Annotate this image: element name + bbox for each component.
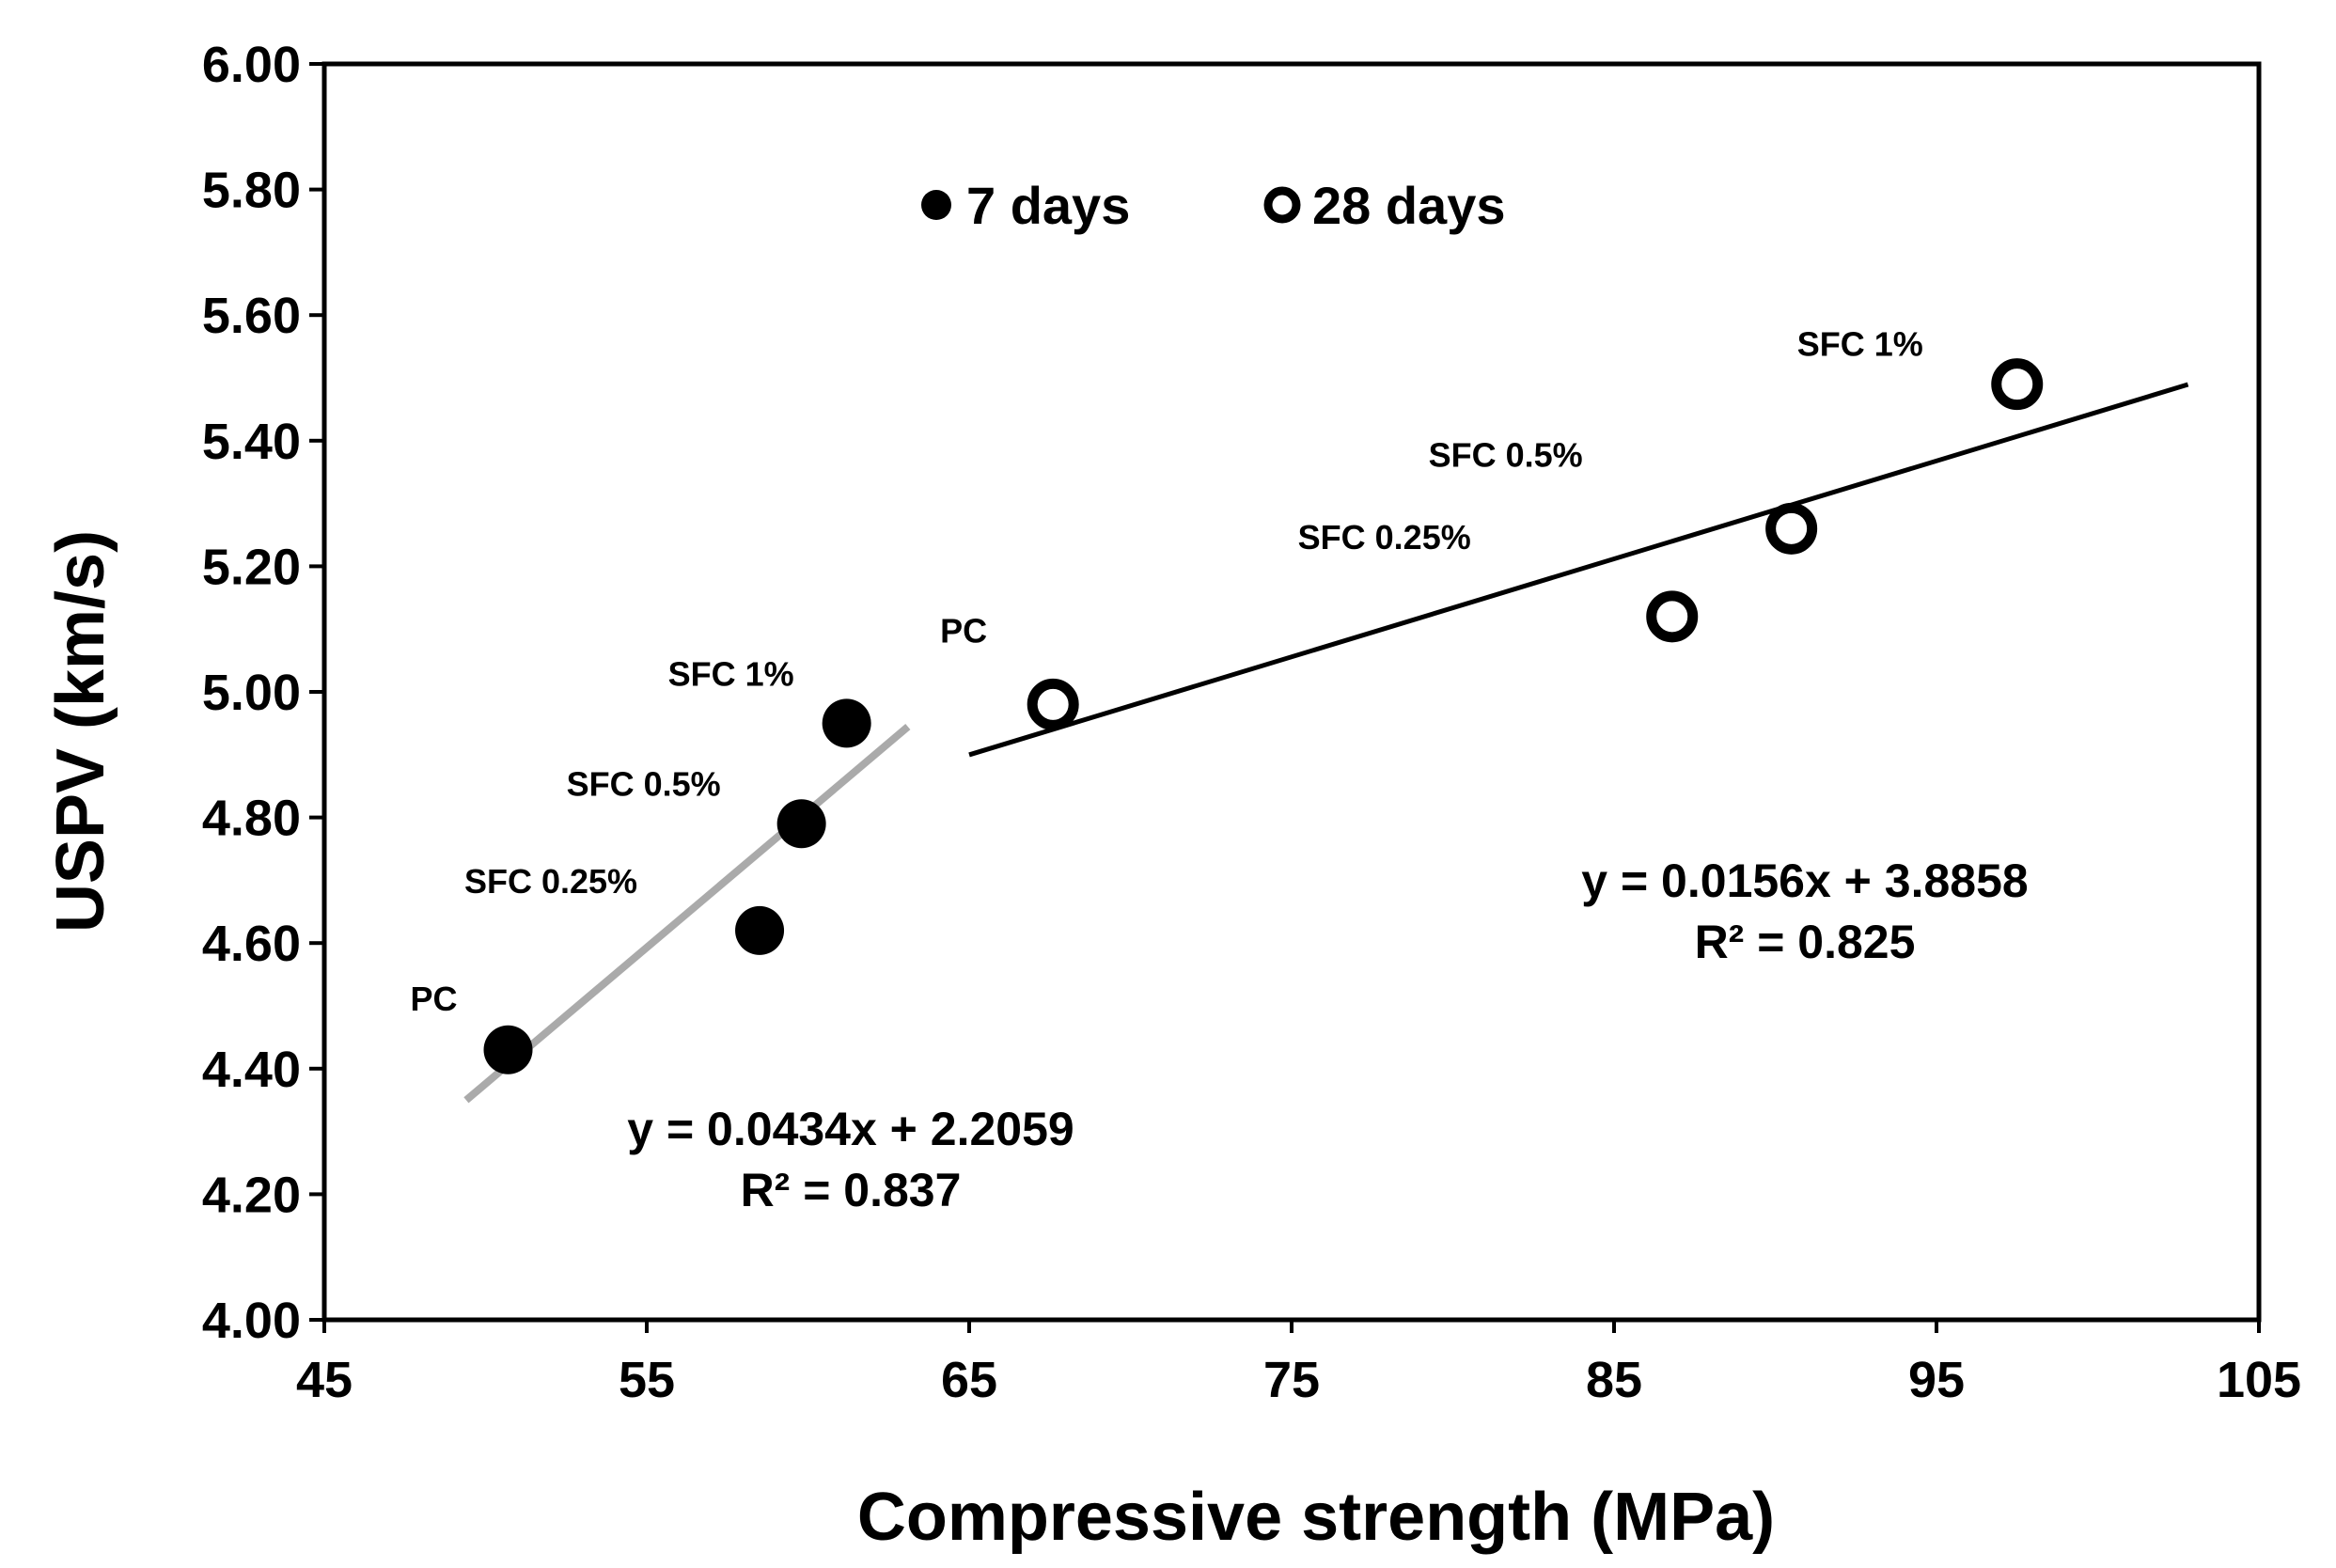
point-7-days (776, 799, 826, 849)
point-28-days (1646, 590, 1699, 643)
point-7-days (822, 698, 871, 748)
trendline-equation: y = 0.0434x + 2.2059 (627, 1103, 1074, 1155)
x-tick-label: 85 (1586, 1352, 1642, 1408)
point-label: SFC 1% (668, 654, 794, 693)
point-label: SFC 0.25% (464, 862, 637, 901)
plot-area (321, 61, 2262, 1323)
point-label: SFC 0.5% (1429, 435, 1583, 474)
x-tick-label: 65 (941, 1352, 997, 1408)
point-label: PC (410, 980, 457, 1018)
trendline-28-days (968, 382, 2189, 758)
point-label: SFC 0.25% (1298, 518, 1471, 557)
x-tick-label: 75 (1263, 1352, 1320, 1408)
point-labels: PC SFC 0.25% SFC 0.5% SFC 1% PC SFC 0.25% SFC … (410, 325, 1922, 1018)
y-tick-label: 4.60 (202, 916, 301, 972)
x-axis-title: Compressive strength (MPa) (857, 1480, 1775, 1555)
y-tick-label: 5.80 (202, 163, 301, 219)
trendline-r2: R² = 0.825 (1695, 916, 1916, 968)
point-7-days (735, 905, 785, 955)
legend: 7 days 28 days (921, 176, 1506, 235)
trendline-r2: R² = 0.837 (741, 1164, 962, 1216)
legend-marker-filled (921, 190, 951, 220)
y-axis: 4.00 4.20 4.40 4.60 4.80 5.00 5.20 5.40 5.60 5.80… (202, 37, 324, 1349)
trendline-equation: y = 0.0156x + 3.8858 (1581, 855, 2028, 907)
point-label: SFC 1% (1797, 325, 1923, 364)
trendlines (463, 382, 2189, 1104)
y-tick-label: 5.60 (202, 288, 301, 344)
x-tick-label: 105 (2217, 1352, 2301, 1408)
y-axis-title: USPV (km/s) (43, 530, 118, 933)
legend-label: 28 days (1312, 176, 1506, 235)
trendline-7-days (463, 724, 911, 1104)
y-tick-label: 5.20 (202, 539, 301, 595)
y-tick-label: 4.80 (202, 791, 301, 847)
trendline-equations: y = 0.0434x + 2.2059 R² = 0.837 y = 0.0156… (627, 855, 2028, 1216)
y-tick-label: 5.40 (202, 414, 301, 470)
point-28-days (1991, 358, 2044, 411)
x-tick-label: 55 (619, 1352, 675, 1408)
point-28-days (1027, 678, 1079, 730)
y-tick-label: 4.40 (202, 1042, 301, 1098)
y-tick-label: 6.00 (202, 37, 301, 93)
y-tick-label: 4.20 (202, 1167, 301, 1223)
x-tick-label: 95 (1908, 1352, 1965, 1408)
point-7-days (483, 1025, 533, 1074)
y-tick-label: 5.00 (202, 665, 301, 721)
y-tick-label: 4.00 (202, 1293, 301, 1349)
plot-border (321, 61, 2262, 1323)
x-tick-label: 45 (296, 1352, 353, 1408)
point-label: SFC 0.5% (567, 764, 721, 803)
data-points (483, 358, 2044, 1074)
legend-marker-hollow (1263, 186, 1301, 224)
point-label: PC (940, 611, 987, 650)
x-axis: 45 55 65 75 85 95 105 (296, 1320, 2301, 1408)
point-28-days (1765, 502, 1818, 555)
legend-label: 7 days (966, 176, 1130, 235)
